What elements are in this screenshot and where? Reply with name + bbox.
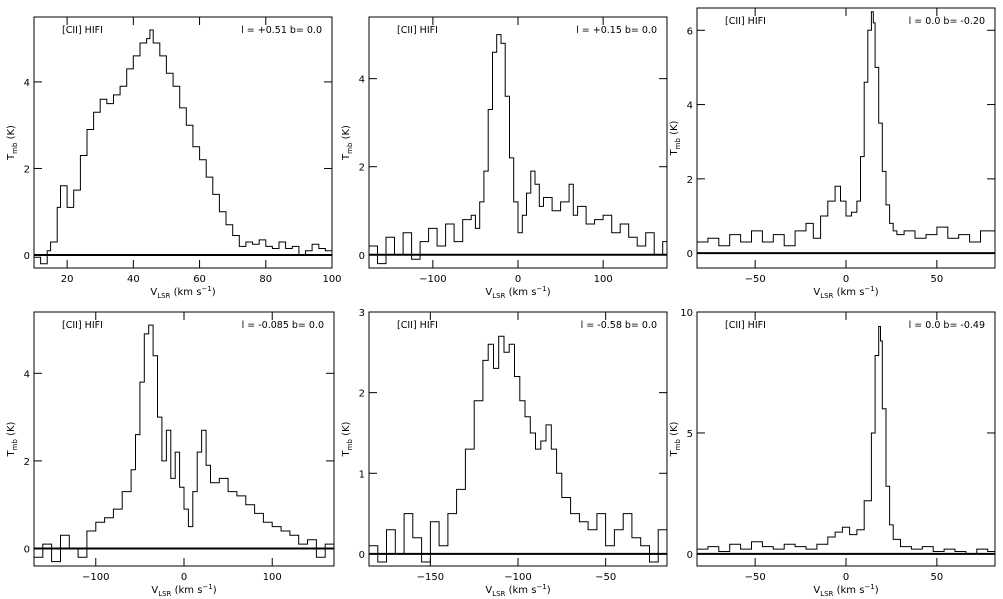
- line-label: [CII] HIFI: [725, 16, 766, 27]
- x-tick-label: −100: [82, 572, 109, 583]
- spectrum-line: [34, 324, 334, 563]
- x-tick-label: −50: [745, 572, 766, 583]
- y-tick-label: 5: [687, 429, 693, 440]
- coordinates-label: l = -0.58 b= 0.0: [581, 320, 657, 331]
- x-tick-label: −100: [419, 274, 446, 285]
- chart-panel-1: 20 40 60 80 100 0 2 4 [CII] HIFI l = +0.51 b= 0.0…: [6, 16, 342, 300]
- coordinates-label: l = +0.15 b= 0.0: [576, 25, 657, 36]
- y-tick-label: 0: [687, 550, 693, 561]
- coordinates-label: l = -0.085 b= 0.0: [242, 320, 324, 331]
- x-tick-label: 100: [594, 274, 613, 285]
- plot-frame: [696, 311, 996, 567]
- chart-panel-5: −150 −100 −50 0 1 2 3 [CII] HIFI l = -0.58 b= 0.…: [341, 308, 668, 598]
- x-tick-label: 0: [181, 572, 187, 583]
- spectrum-line: [697, 326, 995, 555]
- y-tick-label: 6: [687, 26, 693, 37]
- y-tick-label: 2: [24, 457, 30, 468]
- y-axis-label: Tmb (K): [341, 125, 354, 161]
- x-axis-label: VLSR (km s−1): [485, 285, 550, 300]
- y-axis-label: Tmb (K): [6, 125, 19, 161]
- plot-frame: [368, 311, 668, 567]
- y-axis-label: Tmb (K): [341, 421, 354, 457]
- x-tick-label: −50: [595, 572, 616, 583]
- x-tick-label: 0: [843, 572, 849, 583]
- line-label: [CII] HIFI: [62, 320, 103, 331]
- coordinates-label: l = 0.0 b= -0.20: [909, 16, 985, 27]
- y-tick-label: 0: [24, 251, 30, 262]
- x-tick-label: 60: [193, 274, 206, 285]
- x-tick-label: 0: [843, 274, 849, 285]
- y-tick-label: 4: [359, 75, 365, 86]
- spectrum-line: [697, 11, 995, 247]
- y-tick-label: 2: [359, 389, 365, 400]
- y-axis-label: Tmb (K): [669, 421, 682, 457]
- line-label: [CII] HIFI: [397, 25, 438, 36]
- spectrum-line: [34, 29, 332, 265]
- plot-frame: [33, 16, 333, 269]
- spectrum-line: [369, 34, 667, 265]
- x-tick-label: 40: [127, 274, 140, 285]
- coordinates-label: l = +0.51 b= 0.0: [241, 25, 322, 36]
- plot-frame: [33, 311, 335, 567]
- x-axis-label: VLSR (km s−1): [150, 285, 215, 300]
- x-tick-label: 20: [61, 274, 74, 285]
- y-tick-label: 4: [24, 78, 30, 89]
- y-tick-label: 3: [359, 308, 365, 319]
- y-tick-label: 2: [359, 163, 365, 174]
- line-label: [CII] HIFI: [62, 25, 103, 36]
- x-tick-label: 0: [515, 274, 521, 285]
- y-axis-label: Tmb (K): [6, 421, 19, 457]
- x-tick-label: 100: [322, 274, 341, 285]
- y-tick-label: 0: [24, 544, 30, 555]
- x-tick-label: 50: [930, 572, 943, 583]
- y-tick-label: 10: [680, 308, 693, 319]
- y-tick-label: 4: [687, 101, 693, 112]
- coordinates-label: l = 0.0 b= -0.49: [909, 320, 985, 331]
- x-tick-label: −100: [504, 572, 531, 583]
- y-tick-label: 4: [24, 369, 30, 380]
- chart-panel-2: −100 0 100 0 2 4 [CII] HIFI l = +0.15 b= 0.0 VLS…: [341, 16, 668, 300]
- y-tick-label: 0: [359, 550, 365, 561]
- line-label: [CII] HIFI: [725, 320, 766, 331]
- y-tick-label: 0: [687, 249, 693, 260]
- y-tick-label: 1: [359, 469, 365, 480]
- x-axis-label: VLSR (km s−1): [485, 583, 550, 598]
- chart-panel-3: −50 0 50 0 2 4 6 [CII] HIFI l = 0.0 b= -0.20 VLSR…: [669, 7, 996, 300]
- x-axis-label: VLSR (km s−1): [813, 583, 878, 598]
- x-axis-label: VLSR (km s−1): [813, 285, 878, 300]
- y-axis-label: Tmb (K): [669, 120, 682, 156]
- y-tick-label: 2: [687, 175, 693, 186]
- x-tick-label: 100: [263, 572, 282, 583]
- chart-panel-4: −100 0 100 0 2 4 [CII] HIFI l = -0.085 b= 0.0 VL…: [6, 311, 335, 598]
- y-tick-label: 0: [359, 251, 365, 262]
- x-tick-label: −50: [745, 274, 766, 285]
- x-axis-label: VLSR (km s−1): [151, 583, 216, 598]
- x-tick-label: 80: [259, 274, 272, 285]
- x-tick-label: 50: [930, 274, 943, 285]
- line-label: [CII] HIFI: [397, 320, 438, 331]
- x-tick-label: −150: [417, 572, 444, 583]
- spectrum-line: [369, 335, 667, 563]
- plot-frame: [696, 7, 996, 269]
- y-tick-label: 2: [24, 164, 30, 175]
- chart-panel-6: −50 0 50 0 5 10 [CII] HIFI l = 0.0 b= -0.49 VLSR…: [669, 308, 996, 598]
